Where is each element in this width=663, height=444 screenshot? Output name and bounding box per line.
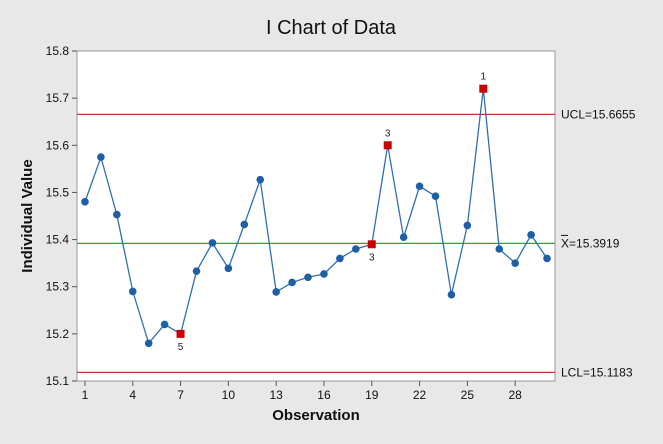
data-point — [431, 192, 440, 200]
data-point — [113, 210, 121, 219]
data-point — [256, 175, 265, 184]
x-axis: 1 4 7 10 13 16 19 22 25 28 — [82, 381, 522, 402]
y-axis: 15.1 15.2 15.3 15.4 15.5 15.6 15.7 15.8 — [46, 44, 77, 388]
flag-labels: 5 3 3 1 — [178, 72, 487, 353]
x-tick-label: 7 — [177, 388, 184, 402]
data-point — [447, 290, 456, 299]
flagged-data-point — [479, 84, 488, 93]
data-point — [128, 287, 137, 296]
data-point — [144, 339, 153, 348]
y-tick-label: 15.6 — [46, 138, 70, 152]
plot-area — [76, 50, 556, 382]
x-tick-label: 13 — [269, 388, 283, 402]
flag-label: 1 — [481, 72, 487, 83]
data-point — [192, 267, 201, 275]
y-tick-label: 15.8 — [46, 44, 70, 58]
data-point — [320, 270, 328, 278]
x-tick-label: 16 — [317, 388, 331, 402]
flag-label: 5 — [178, 342, 184, 353]
y-tick-label: 15.5 — [46, 185, 70, 199]
x-tick-label: 19 — [365, 388, 379, 402]
flagged-data-point — [367, 240, 376, 249]
data-point — [527, 231, 535, 239]
data-series — [81, 84, 551, 348]
ucl-value: UCL=15.6655 — [561, 107, 636, 121]
y-tick-label: 15.4 — [46, 233, 70, 247]
chart-title: I Chart of Data — [266, 17, 397, 39]
y-tick-label: 15.1 — [46, 374, 70, 388]
data-point — [160, 320, 169, 329]
x-tick-label: 4 — [129, 388, 136, 402]
y-tick-label: 15.2 — [46, 327, 70, 341]
lcl-label: LCL=15.1183 — [561, 365, 633, 379]
flagged-data-point — [383, 141, 392, 150]
data-point — [208, 239, 217, 247]
data-point — [81, 198, 89, 206]
data-point — [224, 264, 233, 273]
xbar-symbol: X — [561, 236, 569, 250]
data-point — [511, 259, 519, 267]
series-line — [84, 88, 548, 345]
data-point — [272, 288, 280, 296]
data-point — [495, 245, 504, 253]
x-tick-label: 28 — [508, 388, 522, 402]
center-value: =15.3919 — [569, 236, 620, 250]
data-point — [240, 220, 249, 229]
x-tick-label: 25 — [461, 388, 475, 402]
flag-label: 3 — [369, 252, 375, 263]
data-point — [352, 245, 360, 253]
y-tick-label: 15.3 — [46, 280, 70, 294]
data-point — [336, 254, 344, 263]
data-point — [288, 278, 296, 287]
x-tick-label: 10 — [222, 388, 236, 402]
flag-label: 3 — [385, 128, 391, 139]
y-axis-title: Individual Value — [19, 159, 36, 272]
ucl-label: UCL=15.6655 — [561, 107, 636, 121]
data-point — [97, 153, 105, 161]
data-point — [415, 182, 424, 191]
control-limits: UCL=15.6655 X=15.3919 LCL=15.1183 — [77, 107, 636, 379]
data-point — [543, 254, 551, 263]
flagged-data-point — [176, 329, 185, 338]
data-point — [399, 233, 408, 242]
x-axis-title: Observation — [272, 407, 360, 424]
center-label: X=15.3919 — [561, 236, 620, 250]
x-tick-label: 22 — [413, 388, 427, 402]
y-tick-label: 15.7 — [46, 91, 70, 105]
data-point — [463, 221, 472, 230]
lcl-value: LCL=15.1183 — [561, 365, 633, 379]
data-point — [304, 273, 312, 282]
x-tick-label: 1 — [82, 388, 89, 402]
